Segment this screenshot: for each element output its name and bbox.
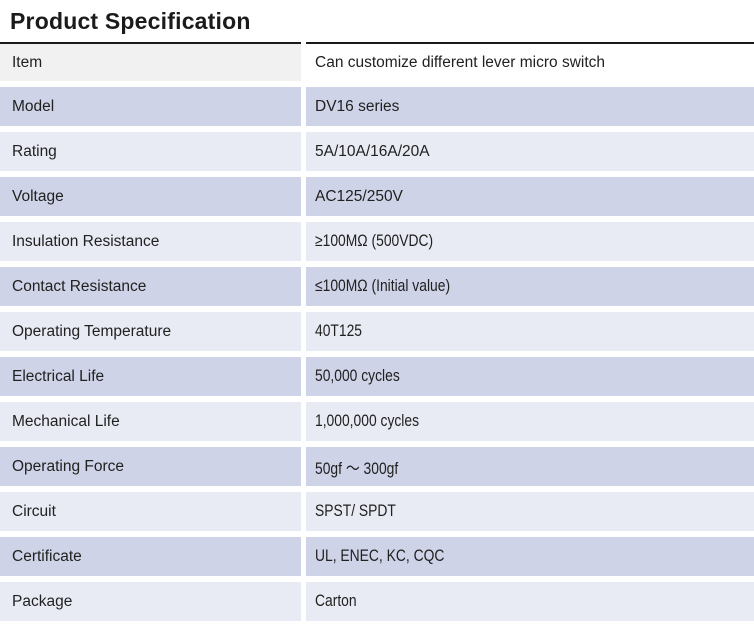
table-row: Model DV16 series (0, 87, 754, 126)
spec-value: SPST/ SPDT (315, 502, 396, 520)
spec-value-cell: 50gf ～ 300gf (306, 447, 754, 486)
spec-value-cell: ≥100MΩ (500VDC) (306, 222, 754, 261)
spec-value: 5A/10A/16A/20A (315, 142, 430, 160)
spec-value: Carton (315, 592, 357, 610)
spec-value-cell: Can customize different lever micro swit… (306, 42, 754, 81)
spec-label-cell: Mechanical Life (0, 402, 301, 441)
spec-label: Mechanical Life (12, 412, 120, 430)
spec-label: Rating (12, 142, 57, 160)
spec-value: UL, ENEC, KC, CQC (315, 547, 445, 565)
spec-value-cell: SPST/ SPDT (306, 492, 754, 531)
spec-label-cell: Package (0, 582, 301, 621)
spec-value: 50gf ～ 300gf (315, 459, 399, 478)
spec-table: Item Can customize different lever micro… (0, 42, 754, 621)
spec-value: ≤100MΩ (Initial value) (315, 277, 451, 295)
spec-value-cell: AC125/250V (306, 177, 754, 216)
spec-label-cell: Circuit (0, 492, 301, 531)
table-row: Voltage AC125/250V (0, 177, 754, 216)
spec-label: Circuit (12, 502, 56, 520)
spec-value: DV16 series (315, 97, 400, 115)
spec-label-cell: Operating Temperature (0, 312, 301, 351)
spec-value-cell: ≤100MΩ (Initial value) (306, 267, 754, 306)
spec-label: Operating Temperature (12, 322, 172, 340)
spec-label-cell: Voltage (0, 177, 301, 216)
spec-value: 40T125 (315, 322, 363, 340)
table-row: Electrical Life 50,000 cycles (0, 357, 754, 396)
spec-value: Can customize different lever micro swit… (315, 53, 606, 71)
spec-label: Contact Resistance (12, 277, 147, 295)
spec-label: Voltage (12, 187, 64, 205)
table-row: Package Carton (0, 582, 754, 621)
spec-value: AC125/250V (315, 187, 403, 205)
spec-label: Certificate (12, 547, 82, 565)
table-row: Rating 5A/10A/16A/20A (0, 132, 754, 171)
spec-value: 1,000,000 cycles (315, 412, 420, 430)
spec-value-cell: UL, ENEC, KC, CQC (306, 537, 754, 576)
spec-label: Insulation Resistance (12, 232, 160, 250)
spec-value: ≥100MΩ (500VDC) (315, 232, 434, 250)
spec-label: Package (12, 592, 73, 610)
spec-label: Operating Force (12, 457, 124, 475)
spec-value-cell: 50,000 cycles (306, 357, 754, 396)
table-row: Circuit SPST/ SPDT (0, 492, 754, 531)
spec-value: 50,000 cycles (315, 367, 400, 385)
table-row: Operating Temperature 40T125 (0, 312, 754, 351)
spec-label: Model (12, 97, 55, 115)
table-row: Insulation Resistance ≥100MΩ (500VDC) (0, 222, 754, 261)
spec-value-cell: 5A/10A/16A/20A (306, 132, 754, 171)
table-row: Certificate UL, ENEC, KC, CQC (0, 537, 754, 576)
table-row: Operating Force 50gf ～ 300gf (0, 447, 754, 486)
spec-value-cell: Carton (306, 582, 754, 621)
spec-value-cell: 1,000,000 cycles (306, 402, 754, 441)
spec-label-cell: Item (0, 42, 301, 81)
spec-label-cell: Electrical Life (0, 357, 301, 396)
spec-value-cell: DV16 series (306, 87, 754, 126)
table-row: Mechanical Life 1,000,000 cycles (0, 402, 754, 441)
spec-label-cell: Rating (0, 132, 301, 171)
spec-label-cell: Certificate (0, 537, 301, 576)
spec-label-cell: Insulation Resistance (0, 222, 301, 261)
spec-label: Item (12, 53, 43, 71)
spec-label: Electrical Life (12, 367, 105, 385)
spec-label-cell: Operating Force (0, 447, 301, 486)
spec-label-cell: Model (0, 87, 301, 126)
spec-label-cell: Contact Resistance (0, 267, 301, 306)
table-row: Contact Resistance ≤100MΩ (Initial value… (0, 267, 754, 306)
page-title: Product Specification (10, 8, 251, 34)
table-row: Item Can customize different lever micro… (0, 42, 754, 81)
spec-value-cell: 40T125 (306, 312, 754, 351)
